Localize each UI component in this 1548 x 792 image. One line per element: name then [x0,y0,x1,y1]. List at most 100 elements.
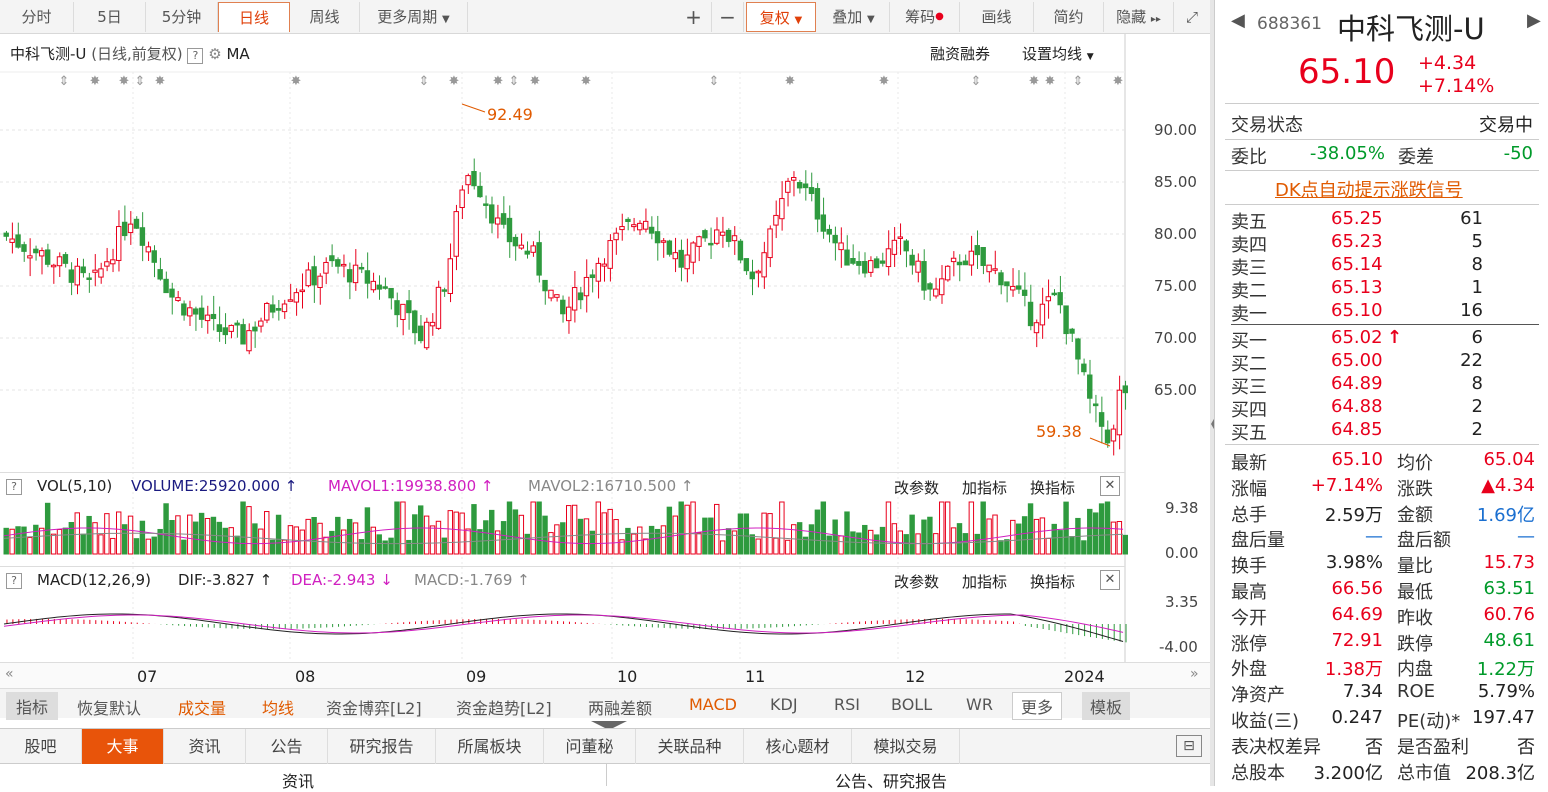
zoom-out-button[interactable]: − [712,2,744,32]
vol-add-indicator[interactable]: 加指标 [962,479,1008,497]
settings-gear-icon[interactable]: ⚙ [208,45,222,63]
indicator-fund-game[interactable]: 资金博弈[L2] [326,699,422,718]
period-5min[interactable]: 5分钟 [146,2,218,32]
tab-sector[interactable]: 所属板块 [436,729,544,764]
red-dot-icon: ● [935,11,944,22]
vol-switch-indicator[interactable]: 换指标 [1030,479,1076,497]
macd-switch-indicator[interactable]: 换指标 [1030,573,1076,591]
sub-tab-news[interactable]: 资讯 [282,772,315,791]
volume-bar [311,517,317,555]
ask-row[interactable]: 卖二 65.13 1 [1231,277,1548,302]
tab-news[interactable]: 资讯 [164,729,246,764]
order-label: 卖一 [1231,304,1267,325]
indicator-margin-diff[interactable]: 两融差额 [588,699,653,718]
candle-body [1104,429,1111,444]
tab-related[interactable]: 关联品种 [636,729,744,764]
volume-bar [240,501,246,555]
indicator-rsi[interactable]: RSI [834,695,860,714]
period-daily[interactable]: 日线 [218,2,290,32]
scroll-left-icon[interactable]: « [5,666,14,682]
volume-bar [127,515,134,555]
bid-row[interactable]: 买三 64.89 8 [1231,373,1548,398]
candle-body [500,213,507,225]
collapse-handle[interactable] [591,719,627,730]
macd-change-params[interactable]: 改参数 [894,573,940,591]
minimize-panel-icon[interactable]: ⊟ [1176,735,1202,757]
volume-bar [110,537,116,555]
help-icon[interactable]: ? [187,48,204,64]
sub-tab-announce-research[interactable]: 公告、研究报告 [835,772,948,791]
volume-bar [62,527,69,555]
indicator-ma[interactable]: 均线 [262,699,295,718]
indicator-volume[interactable]: 成交量 [178,699,227,718]
tab-ask-secretary[interactable]: 问董秘 [544,729,636,764]
bid-row[interactable]: 买二 65.00 22 [1231,350,1548,375]
adjust-button[interactable]: 复权 ▼ [746,2,816,32]
kline-chart[interactable]: ⇕ ✸ ✸ ⇕ ✸ ✸ ⇕ ✸ ✸ ⇕ ✸ ✸ ⇕ ✸ ✸ ⇕ ✸ ✸ ⇕ ✸ 中科飞测-U (日线,前复权) ? ⚙… [0,34,1210,662]
x-label: 08 [295,667,316,686]
overlay-button[interactable]: 叠加 ▼ [818,2,890,32]
candle-body [933,288,939,297]
indicator-macd[interactable]: MACD [689,695,737,714]
indicator-template[interactable]: 模板 [1082,692,1131,720]
candle-body [121,221,128,237]
zoom-in-button[interactable]: + [676,2,712,32]
margin-trading-link[interactable]: 融资融券 [930,45,991,63]
scroll-right-icon[interactable]: » [1190,666,1199,682]
prev-stock-icon[interactable]: ◀ [1231,10,1245,31]
tab-research[interactable]: 研究报告 [328,729,436,764]
tab-simulated-trade[interactable]: 模拟交易 [852,729,960,764]
ma-settings-link[interactable]: 设置均线 ▼ [1022,43,1094,64]
period-weekly[interactable]: 周线 [290,2,360,32]
draw-line-button[interactable]: 画线 [960,2,1034,32]
indicator-fund-trend[interactable]: 资金趋势[L2] [456,699,552,718]
indicator-title[interactable]: 指标 [6,692,59,720]
period-more[interactable]: 更多周期 ▼ [360,2,468,32]
ask-row[interactable]: 卖三 65.14 8 [1231,254,1548,279]
help-icon[interactable]: ? [6,573,22,589]
indicator-boll[interactable]: BOLL [891,695,933,714]
vol-change-params[interactable]: 改参数 [894,479,940,497]
panel-splitter[interactable] [1210,0,1214,786]
next-stock-icon[interactable]: ▶ [1527,10,1541,31]
simple-button[interactable]: 简约 [1034,2,1104,32]
tab-core-themes[interactable]: 核心题材 [744,729,852,764]
tab-announcements[interactable]: 公告 [246,729,328,764]
volume-bar [1004,539,1010,555]
volume-bar [222,527,229,555]
stat-label: 表决权差异 [1231,736,1321,758]
candle-body [690,242,696,263]
macd-close-icon[interactable]: ✕ [1100,570,1120,590]
indicator-kdj[interactable]: KDJ [770,695,798,714]
macd-add-indicator[interactable]: 加指标 [962,573,1008,591]
volume-bar [1087,508,1093,555]
restore-default[interactable]: 恢复默认 [77,699,142,718]
tab-guba[interactable]: 股吧 [0,729,82,764]
order-label: 买三 [1231,377,1267,398]
volume-bar [773,537,779,555]
help-icon[interactable]: ? [6,479,22,495]
period-fenshi[interactable]: 分时 [0,2,74,32]
volume-bar [867,529,874,555]
chips-button[interactable]: 筹码● [890,2,960,32]
ask-row[interactable]: 卖一 65.10 16 [1231,300,1548,325]
period-5day[interactable]: 5日 [74,2,146,32]
bid-row[interactable]: 买四 64.88 2 [1231,396,1548,421]
ask-row[interactable]: 卖四 65.23 5 [1231,231,1548,256]
bid-row[interactable]: 买一 65.02 6 ↑ [1231,327,1548,352]
stat-label: 跌停 [1397,633,1433,655]
volume-bar [802,536,809,555]
hide-button[interactable]: 隐藏 ▸▸ [1104,2,1174,32]
ask-row[interactable]: 卖五 65.25 61 [1231,208,1548,233]
fullscreen-icon[interactable]: ⤢ [1185,8,1198,26]
tab-events[interactable]: 大事 [82,729,164,764]
indicator-wr[interactable]: WR [966,695,993,714]
dk-signal-link[interactable]: DK点自动提示涨跌信号 [1275,180,1463,201]
candle-body [400,303,406,320]
indicator-more[interactable]: 更多 [1012,692,1063,720]
candle-body [299,289,305,293]
vol-close-icon[interactable]: ✕ [1100,476,1120,496]
bid-row[interactable]: 买五 64.85 2 [1231,419,1548,444]
stat-label: 盘后额 [1397,530,1451,552]
macd-macd: MACD:-1.769 ↑ [414,571,530,589]
